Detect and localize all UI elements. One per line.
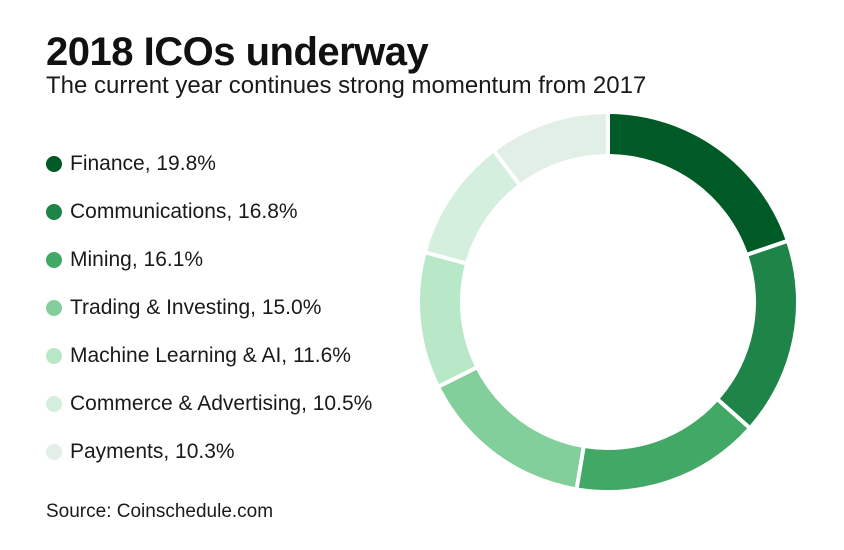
legend-label: Trading & Investing, 15.0%	[70, 296, 322, 319]
legend-label: Commerce & Advertising, 10.5%	[70, 392, 373, 415]
legend-label: Communications, 16.8%	[70, 200, 298, 223]
legend-item: Machine Learning & AI, 11.6%	[46, 332, 372, 380]
legend-item: Communications, 16.8%	[46, 188, 372, 236]
donut-slice-mining	[578, 401, 748, 490]
donut-slice-communications	[719, 243, 797, 426]
legend-item: Trading & Investing, 15.0%	[46, 284, 372, 332]
legend-swatch	[46, 348, 62, 364]
legend-label: Finance, 19.8%	[70, 152, 216, 175]
donut-slice-commerce-advertising	[427, 153, 518, 262]
legend-item: Commerce & Advertising, 10.5%	[46, 380, 372, 428]
legend-swatch	[46, 444, 62, 460]
legend-swatch	[46, 204, 62, 220]
donut-slices	[420, 114, 797, 490]
legend-swatch	[46, 156, 62, 172]
legend-label: Machine Learning & AI, 11.6%	[70, 344, 351, 367]
legend-item: Mining, 16.1%	[46, 236, 372, 284]
donut-slice-machine-learning-ai	[420, 254, 475, 385]
legend-swatch	[46, 252, 62, 268]
legend-label: Payments, 10.3%	[70, 440, 235, 463]
legend-item: Payments, 10.3%	[46, 428, 372, 476]
donut-slice-trading-investing	[440, 369, 582, 488]
donut-slice-payments	[496, 114, 607, 183]
legend-swatch	[46, 396, 62, 412]
chart-title: 2018 ICOs underway	[46, 30, 429, 74]
legend-label: Mining, 16.1%	[70, 248, 204, 271]
legend-swatch	[46, 300, 62, 316]
legend: Finance, 19.8% Communications, 16.8% Min…	[46, 140, 372, 476]
donut-slice-finance	[609, 114, 786, 253]
legend-item: Finance, 19.8%	[46, 140, 372, 188]
chart-subtitle: The current year continues strong moment…	[46, 72, 647, 99]
source-note: Source: Coinschedule.com	[46, 501, 274, 522]
